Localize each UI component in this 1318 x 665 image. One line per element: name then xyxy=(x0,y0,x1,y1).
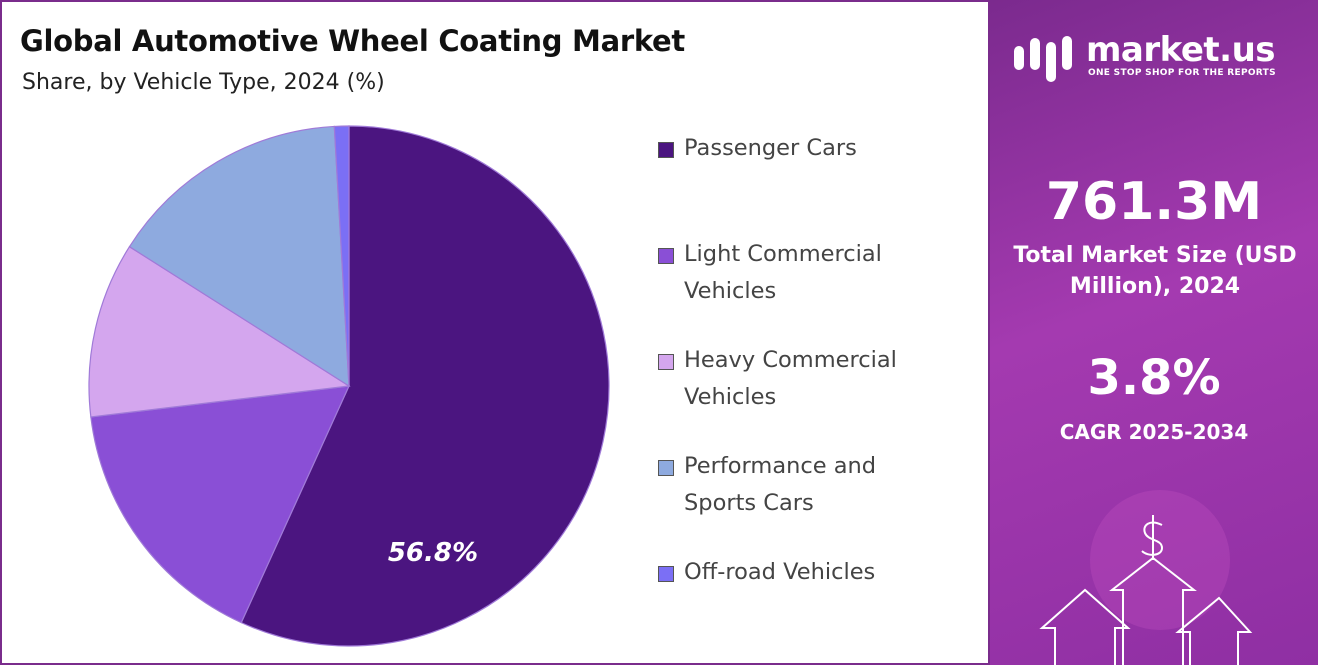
market-size: 761.3M xyxy=(1045,172,1263,232)
pie-chart: 56.8% xyxy=(88,125,610,647)
market-size-label: Total Market Size (USD Million), 2024 xyxy=(1013,243,1297,299)
decoration xyxy=(1014,36,1253,665)
value-label: 56.8% xyxy=(388,538,478,568)
legend-item: Light Commercial Vehicles xyxy=(658,236,958,342)
legend-item: Heavy Commercial Vehicles xyxy=(658,342,958,448)
legend-label: Off-road Vehicles xyxy=(684,559,876,585)
pie-slice xyxy=(240,125,610,647)
legend-swatch xyxy=(658,566,674,582)
legend-label: Heavy Commercial Vehicles xyxy=(684,347,897,410)
legend: Passenger Cars Light Commercial Vehicles H… xyxy=(658,130,958,660)
legend-item: Passenger Cars xyxy=(658,130,958,236)
summary-panel: market.us ONE STOP SHOP FOR THE REPORTS … xyxy=(990,0,1318,665)
pie-slice xyxy=(90,385,350,624)
legend-label: Light Commercial Vehicles xyxy=(684,241,882,304)
legend-swatch xyxy=(658,248,674,264)
legend-label: Performance and Sports Cars xyxy=(684,453,877,516)
legend-swatch xyxy=(658,460,674,476)
tagline: ONE STOP SHOP FOR THE REPORTS xyxy=(1088,68,1276,78)
chart-subtitle: Share, by Vehicle Type, 2024 (%) xyxy=(22,70,385,95)
legend-item: Performance and Sports Cars xyxy=(658,448,958,554)
cagr-label: CAGR 2025-2034 xyxy=(1059,420,1249,444)
legend-swatch xyxy=(658,354,674,370)
cagr: 3.8% xyxy=(1087,350,1221,406)
legend-label: Passenger Cars xyxy=(684,135,857,161)
chart-panel: Global Automotive Wheel Coating Market S… xyxy=(0,0,990,665)
pie-slice xyxy=(333,125,350,387)
pie-slice xyxy=(128,125,350,388)
chart-title: Global Automotive Wheel Coating Market xyxy=(20,24,685,58)
legend-item: Off-road Vehicles xyxy=(658,554,958,660)
legend-swatch xyxy=(658,142,674,158)
brand: market.us xyxy=(1086,30,1276,70)
pie-slice xyxy=(88,245,351,418)
